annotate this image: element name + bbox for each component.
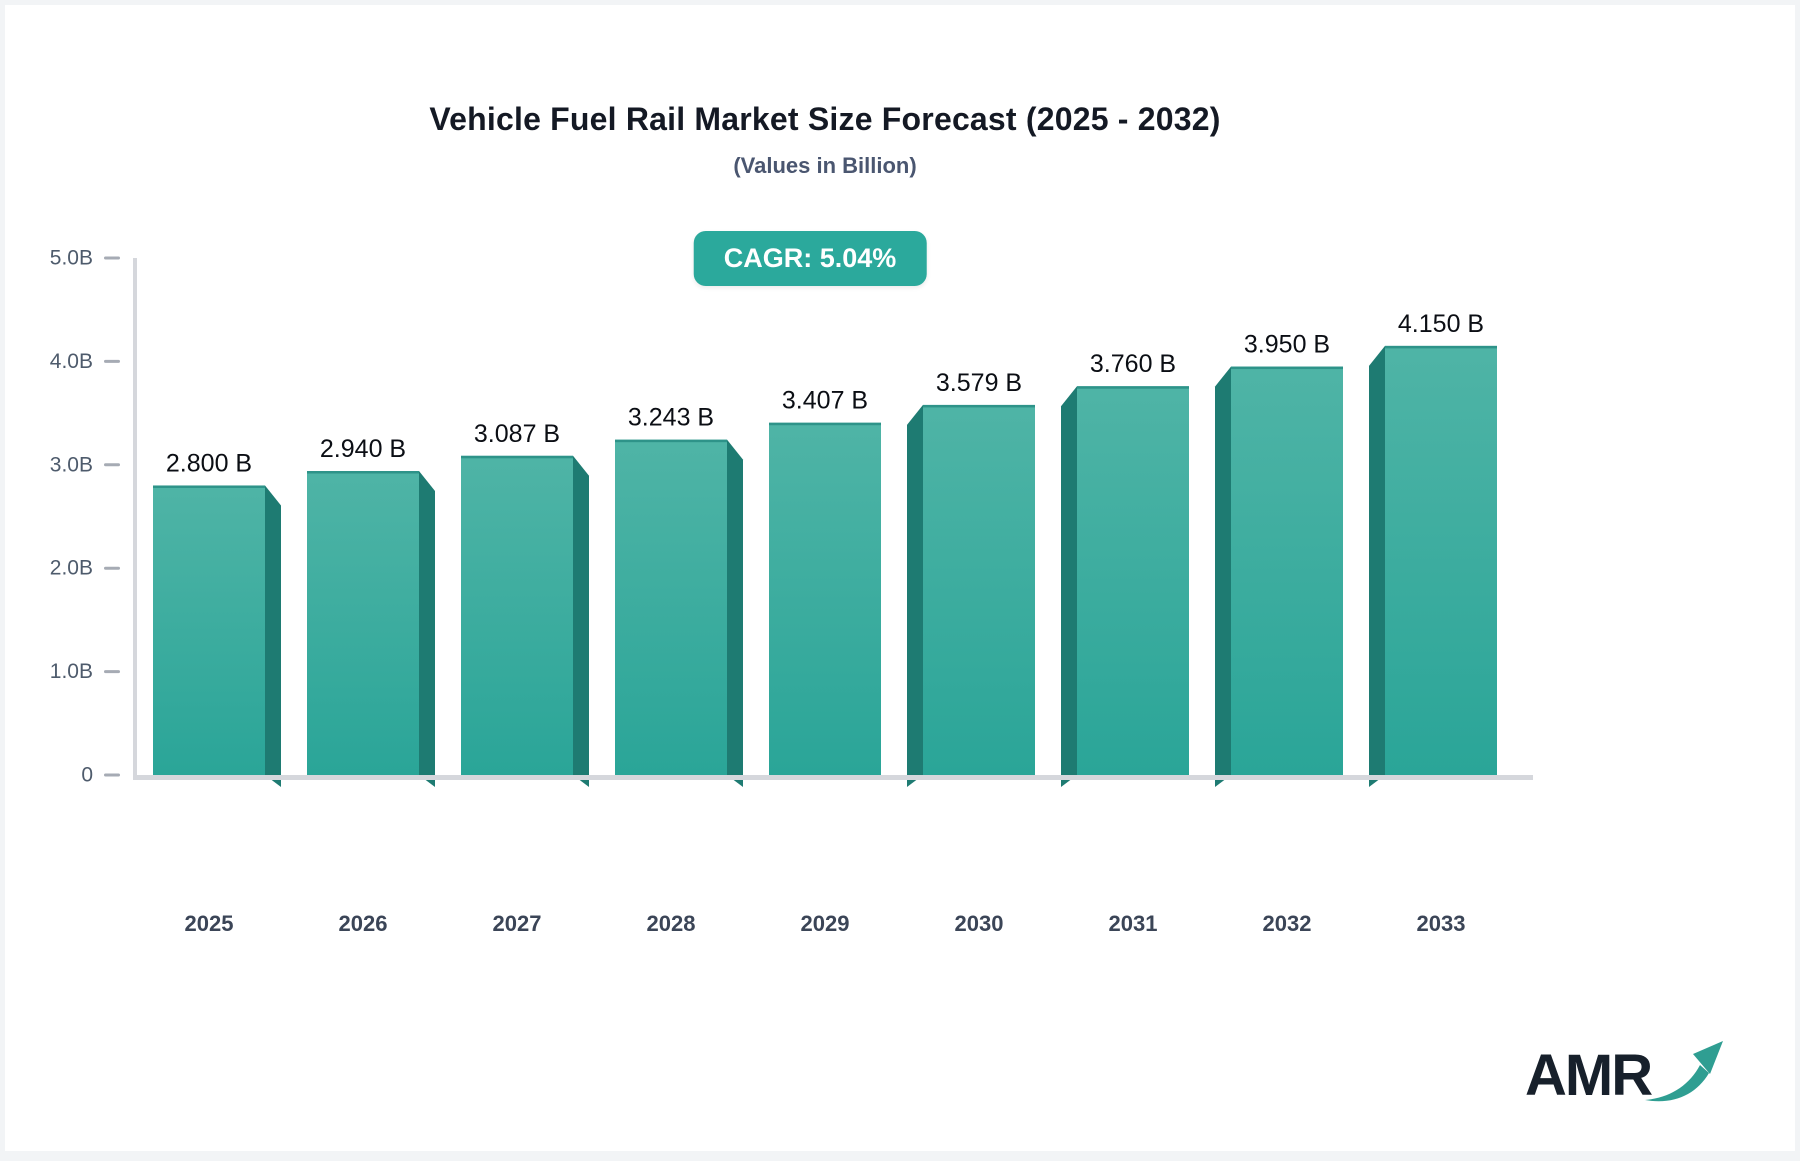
bar-2028: 3.243 B	[615, 404, 743, 787]
bar-value-label: 3.243 B	[628, 404, 714, 432]
x-tick-label: 2032	[1263, 911, 1312, 936]
y-tick-mark	[104, 359, 120, 363]
y-tick-label: 2.0B	[50, 557, 93, 580]
x-tick-label: 2028	[647, 911, 696, 936]
bar-2027: 3.087 B	[461, 420, 589, 787]
x-tick-label: 2029	[801, 911, 850, 936]
bar-value-label: 3.760 B	[1090, 350, 1176, 378]
x-tick-label: 2025	[185, 911, 234, 936]
y-axis-line	[133, 258, 137, 780]
bar-top-edge	[923, 404, 1035, 408]
bar-top-edge	[307, 471, 419, 474]
chart-card: Vehicle Fuel Rail Market Size Forecast (…	[5, 5, 1795, 1151]
bar-2030: 3.579 B	[907, 369, 1035, 787]
page-title: Vehicle Fuel Rail Market Size Forecast (…	[429, 101, 1221, 137]
x-tick-label: 2030	[955, 911, 1004, 936]
bar-face	[1077, 386, 1189, 775]
x-tick-label: 2027	[493, 911, 542, 936]
y-tick-label: 1.0B	[50, 660, 93, 683]
bar-face	[1231, 366, 1343, 775]
y-tick-mark	[104, 566, 120, 570]
x-tick-label: 2031	[1109, 911, 1158, 936]
y-tick-label: 5.0B	[50, 247, 93, 270]
bar-top-edge	[615, 439, 727, 443]
bar-side-face	[727, 439, 743, 787]
bar-value-label: 2.940 B	[320, 435, 406, 463]
bar-face	[615, 439, 727, 775]
bar-value-label: 4.150 B	[1398, 310, 1484, 338]
cagr-badge: CAGR: 5.04%	[693, 231, 927, 286]
y-tick-mark	[104, 463, 120, 467]
amr-logo: AMR	[1525, 1031, 1765, 1121]
bar-face	[307, 471, 419, 775]
bar-top-edge	[769, 422, 881, 426]
bar-top-edge	[153, 485, 265, 488]
bar-side-face	[573, 455, 589, 787]
y-tick-mark	[104, 670, 120, 674]
bar-top-edge	[1231, 366, 1343, 370]
bar-face	[923, 404, 1035, 775]
bar-top-edge	[461, 455, 573, 459]
bar-value-label: 2.800 B	[166, 449, 252, 477]
bar-value-label: 3.407 B	[782, 387, 868, 415]
y-tick-label: 4.0B	[50, 350, 93, 373]
bar-2031: 3.760 B	[1061, 350, 1189, 787]
bar-2032: 3.950 B	[1215, 331, 1343, 787]
growth-arrow-icon	[1645, 1041, 1724, 1102]
bar-face	[153, 485, 265, 775]
bar-side-face	[1369, 345, 1385, 787]
bar-chart: 5.0B 4.0B 3.0B 2.0B 1.0B 0 2.800 B 2.940 B 3.087…	[50, 247, 1533, 936]
logo-text: AMR	[1525, 1043, 1653, 1108]
bar-side-face	[1215, 366, 1231, 787]
bar-face	[461, 455, 573, 775]
bar-side-face	[419, 471, 435, 787]
y-tick-mark	[104, 256, 120, 260]
bar-2033: 4.150 B	[1369, 310, 1497, 787]
chart-subtitle: (Values in Billion)	[733, 153, 917, 178]
bar-top-edge	[1077, 386, 1189, 389]
x-tick-label: 2026	[339, 911, 388, 936]
bar-2025: 2.800 B	[153, 449, 281, 787]
x-axis-line	[133, 775, 1533, 780]
y-tick-mark	[104, 773, 120, 777]
bar-value-label: 3.950 B	[1244, 331, 1330, 359]
bar-top-edge	[1385, 345, 1497, 349]
bar-side-face	[265, 485, 281, 787]
bar-value-label: 3.579 B	[936, 369, 1022, 397]
y-tick-label: 0	[81, 764, 93, 787]
bar-side-face	[1061, 386, 1077, 787]
bar-face	[1385, 345, 1497, 775]
bar-side-face	[907, 404, 923, 787]
bar-value-label: 3.087 B	[474, 420, 560, 448]
bar-2029: 3.407 B	[769, 387, 881, 775]
x-tick-label: 2033	[1417, 911, 1466, 936]
bar-face	[769, 422, 881, 775]
y-tick-label: 3.0B	[50, 453, 93, 476]
bar-2026: 2.940 B	[307, 435, 435, 787]
